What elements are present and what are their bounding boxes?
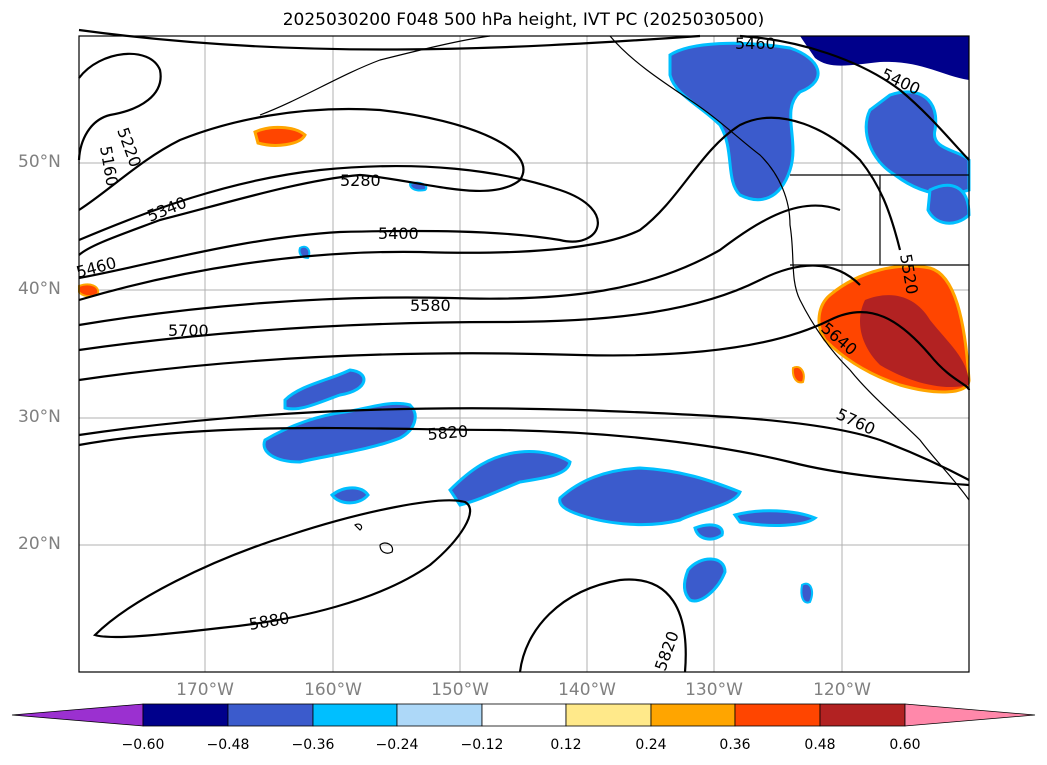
colorbar-tick-label: −0.36 xyxy=(291,737,335,753)
colorbar-tick-label: 0.24 xyxy=(635,737,667,753)
colorbar-tick-label: −0.12 xyxy=(460,737,504,753)
contour-label: 5280 xyxy=(340,171,381,190)
colorbar-tick-label: 0.36 xyxy=(719,737,751,753)
contour-label: 5820 xyxy=(427,422,469,444)
colorbar-tick-label: −0.60 xyxy=(121,737,165,753)
colorbar-tick-label: −0.24 xyxy=(375,737,419,753)
colorbar xyxy=(11,703,1036,727)
ivt-negative-areas xyxy=(262,36,971,604)
height-contours xyxy=(77,28,971,673)
colorbar-tick-label: 0.48 xyxy=(804,737,836,753)
colorbar-tick-label: 0.60 xyxy=(889,737,921,753)
colorbar-tick-label: −0.48 xyxy=(206,737,250,753)
lon-label: 140°W xyxy=(558,680,616,700)
lat-label: 30°N xyxy=(18,407,61,427)
lon-label: 120°W xyxy=(813,680,871,700)
lat-label: 50°N xyxy=(18,152,61,172)
colorbar-extend-low xyxy=(11,703,144,727)
lon-label: 170°W xyxy=(176,680,234,700)
contour-label: 5700 xyxy=(168,321,209,340)
contour-label: 5400 xyxy=(378,224,419,243)
map-title: 2025030200 F048 500 hPa height, IVT PC (… xyxy=(282,10,765,30)
contour-label: 5580 xyxy=(410,296,451,315)
lon-label: 130°W xyxy=(685,680,743,700)
ivt-positive-areas xyxy=(78,126,971,394)
lon-label: 150°W xyxy=(431,680,489,700)
colorbar-extend-high xyxy=(904,703,1036,727)
colorbar-tick-label: 0.12 xyxy=(550,737,582,753)
lat-label: 40°N xyxy=(18,279,61,299)
contour-label: 5460 xyxy=(735,34,776,53)
lon-label: 160°W xyxy=(304,680,362,700)
lat-label: 20°N xyxy=(18,534,61,554)
plot-frame xyxy=(78,35,970,673)
